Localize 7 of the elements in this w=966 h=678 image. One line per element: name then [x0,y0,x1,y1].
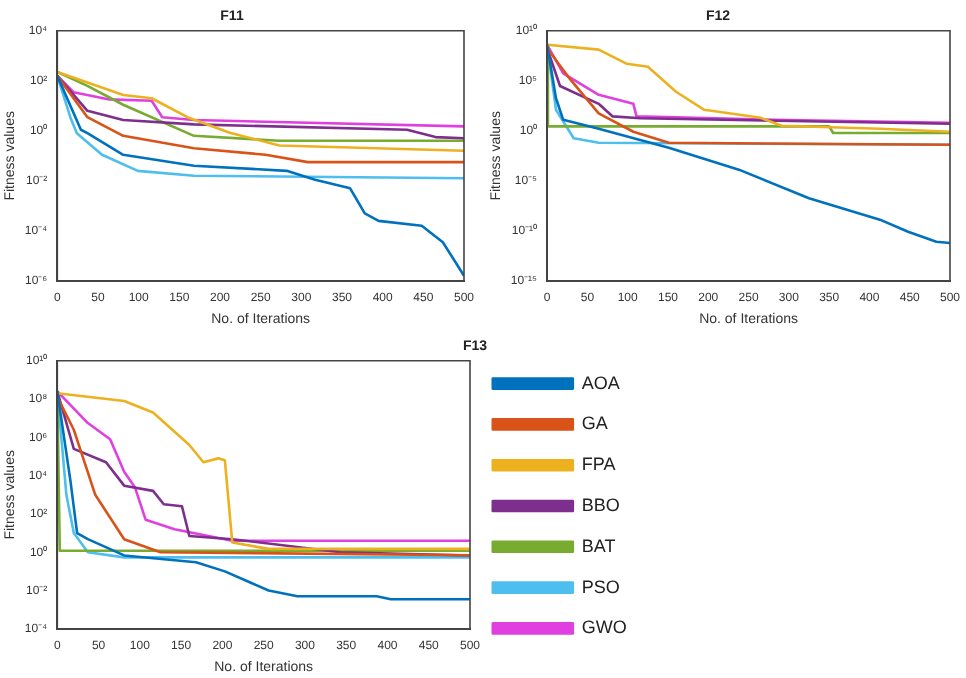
legend-label: BBO [581,494,620,515]
legend-label: PSO [581,576,620,597]
legend-label: FPA [581,454,616,475]
legend-label: AOA [581,372,620,393]
legend-label: GWO [581,617,627,638]
legend-label: GA [581,413,608,434]
legend-label: BAT [581,535,617,556]
